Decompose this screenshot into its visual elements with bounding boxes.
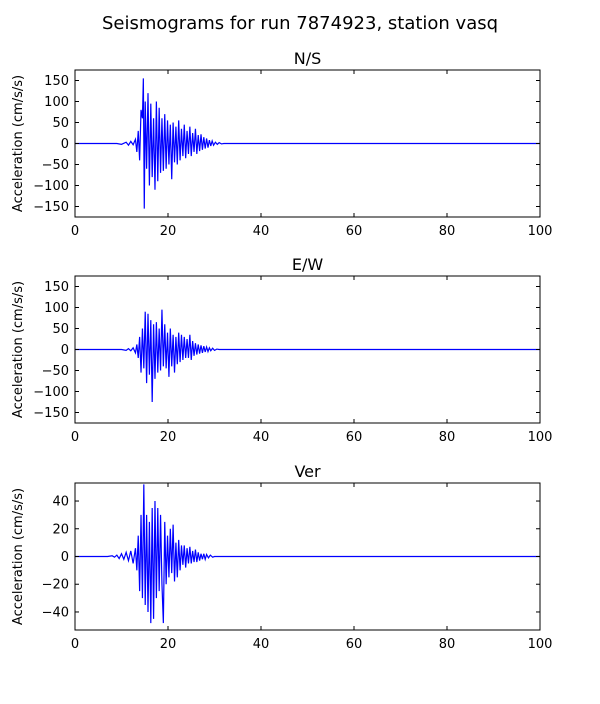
x-tick-label: 0	[71, 430, 79, 445]
subplot-1: N/S 0 20 40 60 80 100 −150 −100 −50 0 50 100 150 Accel…	[11, 49, 552, 239]
x-tick-label: 60	[346, 224, 363, 239]
subplot-title: N/S	[294, 49, 322, 68]
y-tick-label: −100	[33, 179, 69, 194]
y-tick-label: 100	[44, 301, 69, 316]
y-tick-label: 0	[61, 137, 69, 152]
x-tick-label: 0	[71, 637, 79, 652]
x-tick-label: 80	[439, 637, 456, 652]
x-tick-label: 20	[160, 430, 177, 445]
series-line	[75, 309, 540, 403]
y-tick-label: −20	[42, 578, 69, 593]
y-tick-label: 100	[44, 95, 69, 110]
y-tick-label: −50	[42, 158, 69, 173]
y-tick-label: −150	[33, 200, 69, 215]
x-tick-label: 40	[253, 224, 270, 239]
x-tick-label: 100	[528, 430, 553, 445]
subplot-title: E/W	[292, 255, 324, 274]
y-axis-label: Acceleration (cm/s/s)	[11, 281, 26, 418]
y-tick-label: 50	[52, 116, 69, 131]
x-tick-label: 60	[346, 430, 363, 445]
series-line	[75, 78, 540, 209]
x-tick-label: 20	[160, 224, 177, 239]
subplot-2: E/W 0 20 40 60 80 100 −150 −100 −50 0 50 100 150 Accel…	[11, 255, 552, 445]
x-tick-label: 20	[160, 637, 177, 652]
subplot-title: Ver	[294, 462, 321, 481]
x-tick-label: 0	[71, 224, 79, 239]
y-tick-label: 150	[44, 74, 69, 89]
x-tick-label: 40	[253, 637, 270, 652]
x-tick-label: 100	[528, 637, 553, 652]
y-tick-label: −150	[33, 406, 69, 421]
x-tick-label: 80	[439, 430, 456, 445]
y-tick-label: 0	[61, 550, 69, 565]
y-tick-label: 150	[44, 280, 69, 295]
subplot-3: Ver 0 20 40 60 80 100 −40 −20 0 20 40 Acceleration (…	[11, 462, 552, 652]
figure-title: Seismograms for run 7874923, station vas…	[102, 13, 498, 34]
y-tick-label: 0	[61, 343, 69, 358]
y-tick-label: 40	[52, 495, 69, 510]
y-tick-label: −50	[42, 364, 69, 379]
y-tick-label: −100	[33, 385, 69, 400]
x-tick-label: 80	[439, 224, 456, 239]
y-axis-label: Acceleration (cm/s/s)	[11, 75, 26, 212]
x-tick-label: 60	[346, 637, 363, 652]
y-tick-label: −40	[42, 605, 69, 620]
x-tick-label: 100	[528, 224, 553, 239]
y-tick-label: 50	[52, 322, 69, 337]
x-tick-label: 40	[253, 430, 270, 445]
y-tick-label: 20	[52, 522, 69, 537]
y-axis-label: Acceleration (cm/s/s)	[11, 488, 26, 625]
series-line	[75, 484, 540, 624]
